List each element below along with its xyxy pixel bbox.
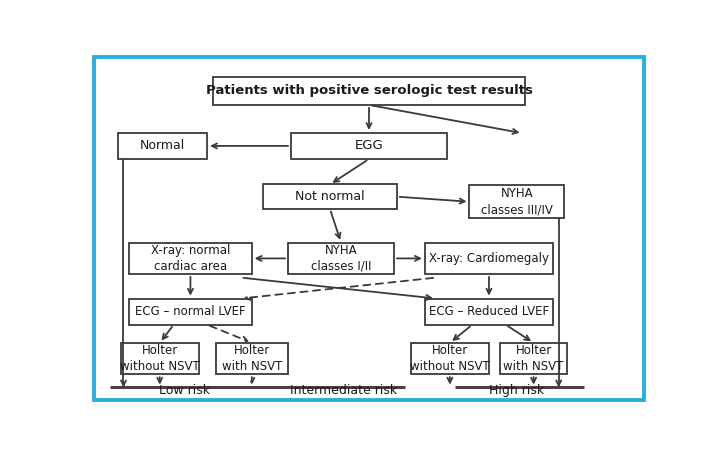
FancyBboxPatch shape bbox=[425, 299, 553, 325]
Text: X-ray: Cardiomegaly: X-ray: Cardiomegaly bbox=[429, 252, 549, 265]
FancyBboxPatch shape bbox=[129, 299, 252, 325]
Text: Holter
without NSVT: Holter without NSVT bbox=[120, 344, 199, 373]
Text: Holter
with NSVT: Holter with NSVT bbox=[222, 344, 282, 373]
Text: ECG – Reduced LVEF: ECG – Reduced LVEF bbox=[429, 305, 549, 318]
Text: X-ray: normal
cardiac area: X-ray: normal cardiac area bbox=[150, 244, 230, 273]
FancyBboxPatch shape bbox=[213, 77, 526, 105]
FancyBboxPatch shape bbox=[288, 243, 394, 274]
Text: Holter
with NSVT: Holter with NSVT bbox=[503, 344, 564, 373]
FancyBboxPatch shape bbox=[121, 343, 199, 374]
Text: Intermediate risk: Intermediate risk bbox=[290, 384, 397, 397]
FancyBboxPatch shape bbox=[118, 133, 207, 159]
FancyBboxPatch shape bbox=[129, 243, 252, 274]
FancyBboxPatch shape bbox=[425, 243, 553, 274]
FancyBboxPatch shape bbox=[215, 343, 288, 374]
Text: ECG – normal LVEF: ECG – normal LVEF bbox=[135, 305, 246, 318]
FancyBboxPatch shape bbox=[291, 133, 447, 159]
Text: NYHA
classes III/IV: NYHA classes III/IV bbox=[481, 187, 553, 216]
Text: EGG: EGG bbox=[355, 140, 383, 152]
Text: Not normal: Not normal bbox=[295, 190, 365, 203]
FancyBboxPatch shape bbox=[469, 185, 564, 218]
FancyBboxPatch shape bbox=[411, 343, 489, 374]
Text: Holter
without NSVT: Holter without NSVT bbox=[410, 344, 490, 373]
FancyBboxPatch shape bbox=[263, 184, 397, 209]
Text: NYHA
classes I/II: NYHA classes I/II bbox=[311, 244, 372, 273]
FancyBboxPatch shape bbox=[500, 343, 567, 374]
Text: Normal: Normal bbox=[140, 140, 185, 152]
Text: Patients with positive serologic test results: Patients with positive serologic test re… bbox=[206, 85, 532, 97]
Text: High risk: High risk bbox=[490, 384, 544, 397]
Text: Low risk: Low risk bbox=[159, 384, 210, 397]
